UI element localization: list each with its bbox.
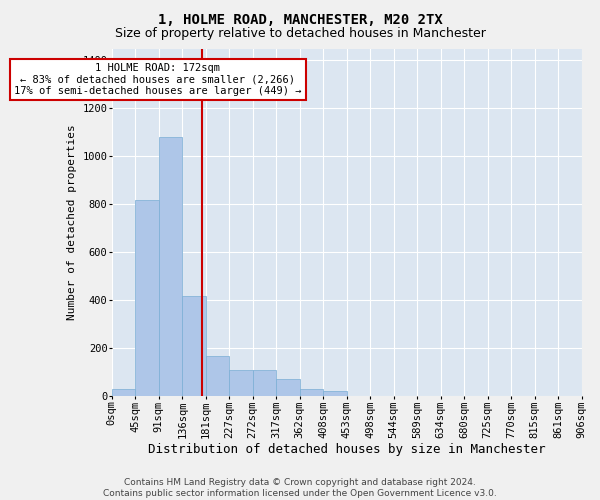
Text: 1, HOLME ROAD, MANCHESTER, M20 2TX: 1, HOLME ROAD, MANCHESTER, M20 2TX — [158, 12, 442, 26]
Text: Size of property relative to detached houses in Manchester: Size of property relative to detached ho… — [115, 28, 485, 40]
Bar — [277, 380, 299, 396]
Bar — [112, 389, 135, 396]
Bar — [253, 370, 276, 396]
Bar — [159, 137, 182, 396]
Text: Contains HM Land Registry data © Crown copyright and database right 2024.
Contai: Contains HM Land Registry data © Crown c… — [103, 478, 497, 498]
Bar — [229, 370, 253, 396]
Text: 1 HOLME ROAD: 172sqm
← 83% of detached houses are smaller (2,266)
17% of semi-de: 1 HOLME ROAD: 172sqm ← 83% of detached h… — [14, 63, 301, 96]
Bar — [206, 356, 229, 397]
Bar — [136, 200, 158, 396]
Y-axis label: Number of detached properties: Number of detached properties — [67, 124, 77, 320]
Bar — [182, 296, 206, 396]
Bar — [323, 392, 347, 396]
X-axis label: Distribution of detached houses by size in Manchester: Distribution of detached houses by size … — [148, 444, 545, 456]
Bar — [300, 389, 323, 396]
